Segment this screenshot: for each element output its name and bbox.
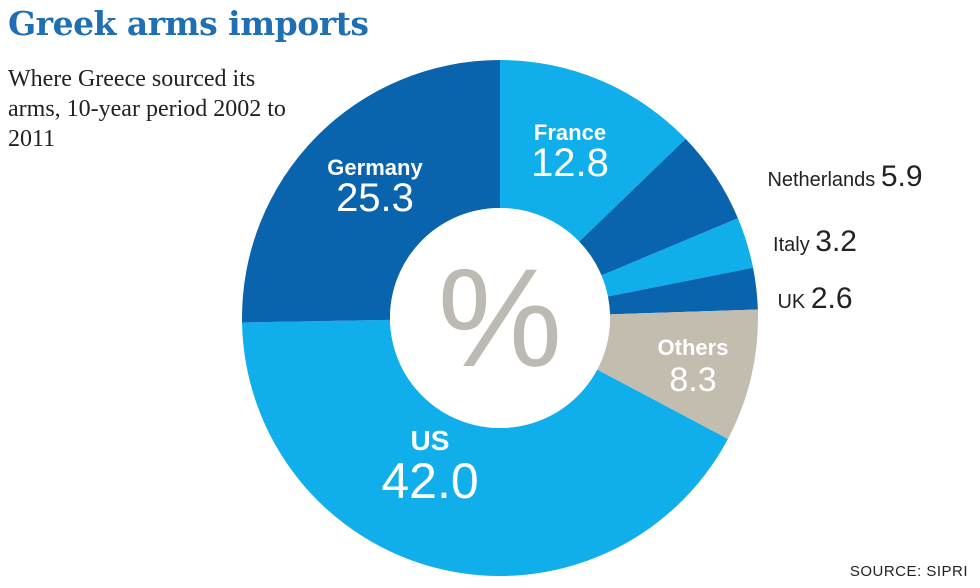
label-netherlands-name: Netherlands bbox=[767, 169, 880, 191]
slice-others bbox=[597, 309, 759, 439]
label-italy-name: Italy bbox=[773, 234, 815, 256]
slice-us bbox=[242, 319, 728, 576]
label-italy: Italy 3.2 bbox=[773, 225, 857, 258]
label-netherlands-value: 5.9 bbox=[881, 160, 923, 193]
chart-subtitle: Where Greece sourced its arms, 10-year p… bbox=[8, 66, 286, 152]
label-us-value: 42.0 bbox=[381, 453, 478, 509]
label-france-name: France bbox=[534, 120, 606, 145]
label-netherlands: Netherlands 5.9 bbox=[767, 160, 922, 193]
label-uk-name: UK bbox=[777, 291, 810, 313]
label-germany-name: Germany bbox=[327, 155, 423, 180]
slice-uk bbox=[607, 267, 758, 315]
source-note: SOURCE: SIPRI bbox=[849, 563, 968, 580]
slice-italy bbox=[601, 218, 754, 297]
label-germany-value: 25.3 bbox=[336, 176, 414, 220]
center-percent-symbol: % bbox=[438, 239, 562, 396]
label-us-name: US bbox=[411, 425, 450, 456]
slice-netherlands bbox=[579, 138, 738, 276]
slice-germany bbox=[242, 60, 500, 323]
label-others-name: Others bbox=[658, 335, 729, 360]
label-uk: UK 2.6 bbox=[777, 282, 852, 315]
slice-france bbox=[500, 60, 686, 242]
chart-title: Greek arms imports bbox=[8, 4, 369, 43]
label-italy-value: 3.2 bbox=[815, 225, 857, 258]
donut-hole bbox=[390, 208, 610, 428]
label-others-value: 8.3 bbox=[669, 361, 716, 399]
label-uk-value: 2.6 bbox=[811, 282, 853, 315]
label-france-value: 12.8 bbox=[531, 141, 609, 185]
